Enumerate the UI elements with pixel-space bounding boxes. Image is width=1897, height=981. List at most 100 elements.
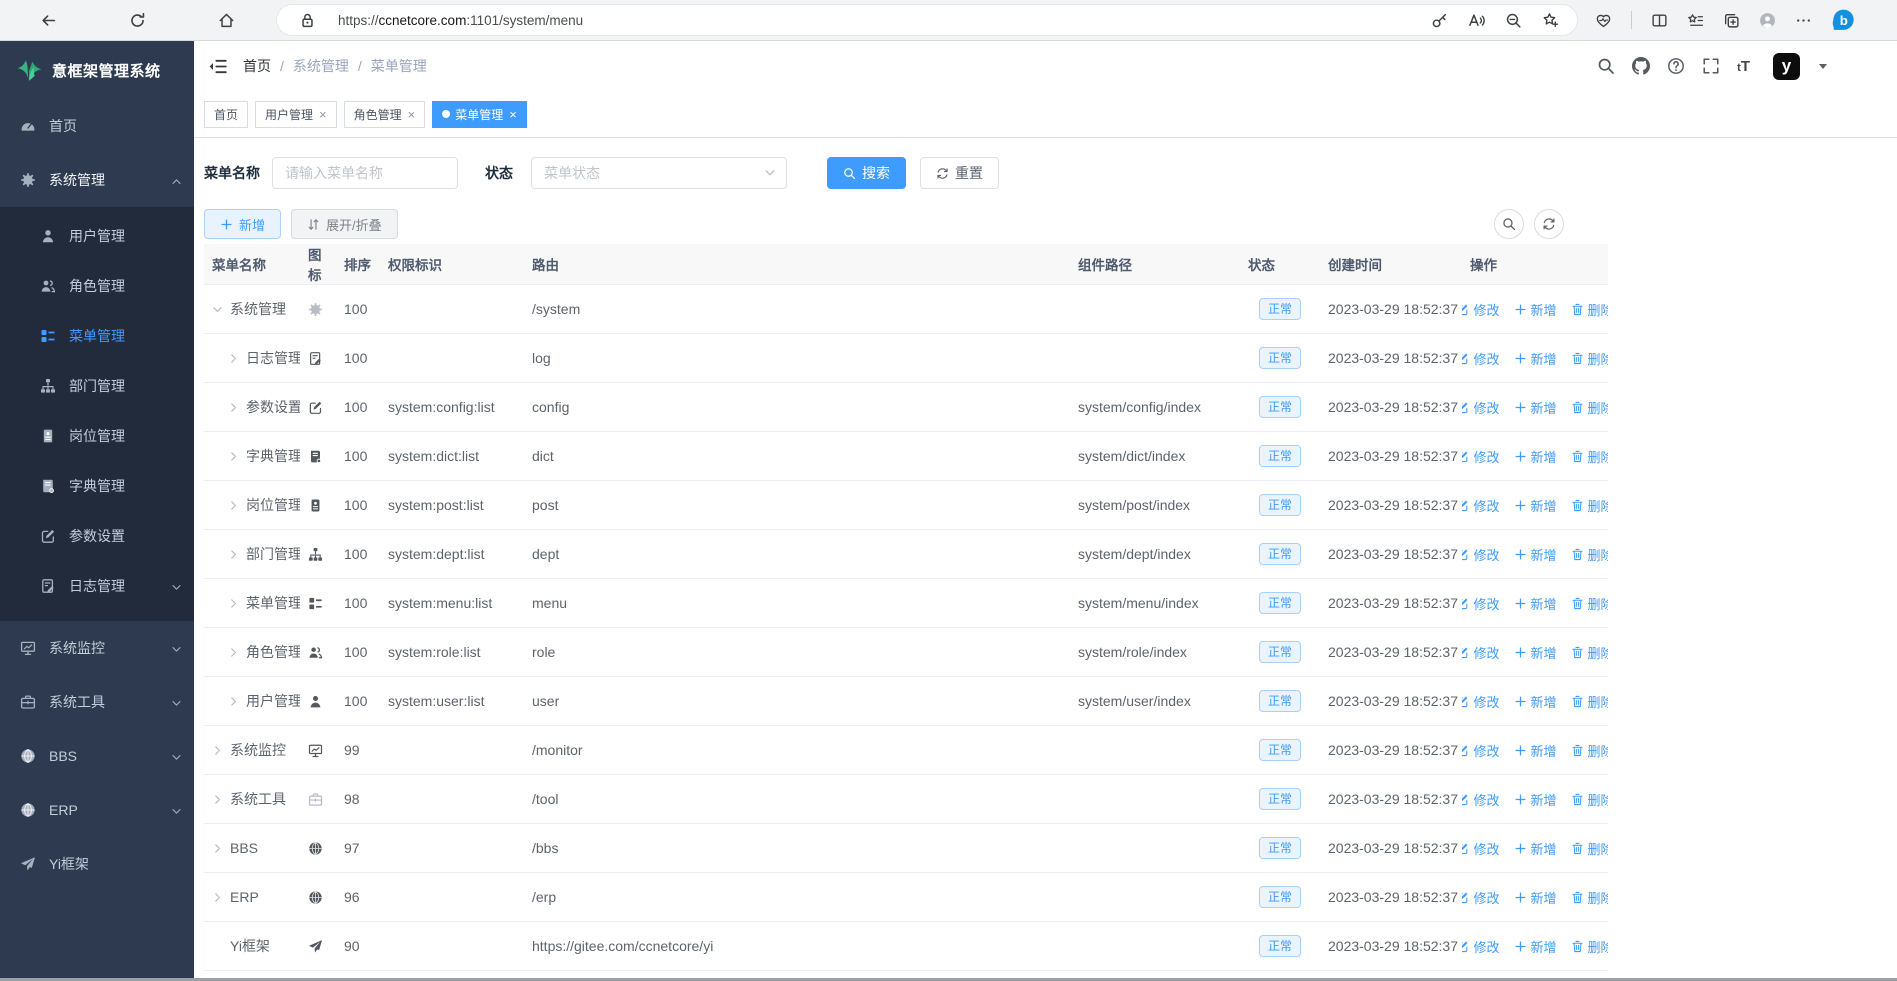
tree-collapse-icon[interactable]	[212, 794, 223, 805]
add-action[interactable]: 新增	[1514, 741, 1557, 760]
sidebar-item-BBS[interactable]: BBS	[0, 729, 194, 783]
edit-action[interactable]: 修改	[1462, 839, 1500, 858]
tree-expand-icon[interactable]	[212, 304, 223, 315]
tree-collapse-icon[interactable]	[212, 745, 223, 756]
show-search-button[interactable]	[1494, 209, 1524, 239]
zoom-out-button[interactable]	[1505, 12, 1522, 29]
tree-collapse-icon[interactable]	[228, 353, 239, 364]
tab-用户管理[interactable]: 用户管理 ×	[255, 100, 337, 128]
add-action[interactable]: 新增	[1514, 790, 1557, 809]
breadcrumb-item-首页[interactable]: 首页	[243, 58, 271, 74]
add-action[interactable]: 新增	[1514, 888, 1557, 907]
add-action[interactable]: 新增	[1514, 594, 1557, 613]
collections-button[interactable]	[1723, 12, 1740, 29]
menu-name-input[interactable]	[272, 157, 458, 189]
add-action[interactable]: 新增	[1514, 398, 1557, 417]
delete-action[interactable]: 删除	[1571, 447, 1608, 466]
tree-collapse-icon[interactable]	[228, 598, 239, 609]
edit-action[interactable]: 修改	[1462, 594, 1500, 613]
edit-action[interactable]: 修改	[1462, 398, 1500, 417]
tree-collapse-icon[interactable]	[212, 843, 223, 854]
profile-button[interactable]	[1759, 12, 1776, 29]
tree-collapse-icon[interactable]	[228, 451, 239, 462]
sidebar-item-首页[interactable]: 首页	[0, 99, 194, 153]
edit-action[interactable]: 修改	[1462, 496, 1500, 515]
sidebar-item-部门管理[interactable]: 部门管理	[0, 361, 194, 411]
collapse-sidebar-button[interactable]	[208, 57, 227, 76]
edit-action[interactable]: 修改	[1462, 545, 1500, 564]
font-size-icon[interactable]: tT	[1737, 57, 1750, 75]
sidebar-item-岗位管理[interactable]: 岗位管理	[0, 411, 194, 461]
delete-action[interactable]: 删除	[1571, 594, 1608, 613]
sidebar-item-Yi框架[interactable]: Yi框架	[0, 837, 194, 891]
tab-角色管理[interactable]: 角色管理 ×	[343, 100, 426, 128]
delete-action[interactable]: 删除	[1571, 790, 1608, 809]
add-action[interactable]: 新增	[1514, 937, 1557, 956]
favorites-button[interactable]	[1687, 12, 1704, 29]
edit-action[interactable]: 修改	[1462, 741, 1500, 760]
edit-action[interactable]: 修改	[1462, 937, 1500, 956]
bing-button[interactable]	[1831, 8, 1856, 33]
more-button[interactable]	[1795, 12, 1812, 29]
delete-action[interactable]: 删除	[1571, 741, 1608, 760]
close-tab-icon[interactable]: ×	[319, 106, 327, 122]
delete-action[interactable]: 删除	[1571, 545, 1608, 564]
delete-action[interactable]: 删除	[1571, 349, 1608, 368]
sidebar-item-系统工具[interactable]: 系统工具	[0, 675, 194, 729]
app-logo[interactable]: 意框架管理系统	[0, 41, 194, 99]
add-button[interactable]: 新增	[204, 209, 282, 239]
github-button[interactable]	[1632, 57, 1650, 75]
browser-essentials-button[interactable]	[1595, 12, 1612, 29]
address-bar[interactable]: https://ccnetcore.com:1101/system/menu	[277, 5, 1577, 35]
tab-菜单管理[interactable]: 菜单管理 ×	[432, 100, 527, 128]
edit-action[interactable]: 修改	[1462, 790, 1500, 809]
tree-collapse-icon[interactable]	[228, 549, 239, 560]
refresh-button[interactable]	[129, 12, 146, 29]
help-button[interactable]	[1667, 57, 1685, 75]
edit-action[interactable]: 修改	[1462, 888, 1500, 907]
tab-首页[interactable]: 首页	[204, 100, 249, 128]
delete-action[interactable]: 删除	[1571, 300, 1608, 319]
tree-collapse-icon[interactable]	[212, 892, 223, 903]
delete-action[interactable]: 删除	[1571, 496, 1608, 515]
key-button[interactable]	[1431, 12, 1448, 29]
lock-icon-button[interactable]	[299, 12, 316, 29]
reset-button[interactable]: 重置	[920, 157, 999, 189]
read-aloud-button[interactable]	[1468, 12, 1485, 29]
add-action[interactable]: 新增	[1514, 545, 1557, 564]
close-tab-icon[interactable]: ×	[407, 106, 416, 122]
sidebar-item-字典管理[interactable]: 字典管理	[0, 461, 194, 511]
delete-action[interactable]: 删除	[1571, 692, 1608, 711]
expand-collapse-button[interactable]: 展开/折叠	[291, 209, 398, 239]
edit-action[interactable]: 修改	[1462, 692, 1500, 711]
avatar-caret-icon[interactable]	[1819, 63, 1827, 69]
home-button[interactable]	[218, 12, 235, 29]
tree-collapse-icon[interactable]	[228, 647, 239, 658]
tree-collapse-icon[interactable]	[228, 696, 239, 707]
edit-action[interactable]: 修改	[1462, 349, 1500, 368]
refresh-table-button[interactable]	[1534, 209, 1564, 239]
sidebar-item-参数设置[interactable]: 参数设置	[0, 511, 194, 561]
fullscreen-button[interactable]	[1702, 57, 1720, 75]
star-add-button[interactable]	[1542, 12, 1559, 29]
delete-action[interactable]: 删除	[1571, 839, 1608, 858]
edit-action[interactable]: 修改	[1462, 300, 1500, 319]
delete-action[interactable]: 删除	[1571, 888, 1608, 907]
tree-collapse-icon[interactable]	[228, 500, 239, 511]
tree-collapse-icon[interactable]	[228, 402, 239, 413]
sidebar-item-系统监控[interactable]: 系统监控	[0, 621, 194, 675]
delete-action[interactable]: 删除	[1571, 937, 1608, 956]
sidebar-item-角色管理[interactable]: 角色管理	[0, 261, 194, 311]
close-tab-icon[interactable]: ×	[509, 106, 517, 122]
delete-action[interactable]: 删除	[1571, 398, 1608, 417]
back-button[interactable]	[40, 12, 57, 29]
user-avatar[interactable]: y	[1773, 52, 1800, 80]
add-action[interactable]: 新增	[1514, 643, 1557, 662]
add-action[interactable]: 新增	[1514, 300, 1557, 319]
breadcrumb-item-系统管理[interactable]: 系统管理	[292, 58, 349, 74]
sidebar-item-系统管理[interactable]: 系统管理	[0, 153, 194, 207]
delete-action[interactable]: 删除	[1571, 643, 1608, 662]
status-select[interactable]: 菜单状态	[531, 157, 787, 189]
edit-action[interactable]: 修改	[1462, 643, 1500, 662]
add-action[interactable]: 新增	[1514, 692, 1557, 711]
